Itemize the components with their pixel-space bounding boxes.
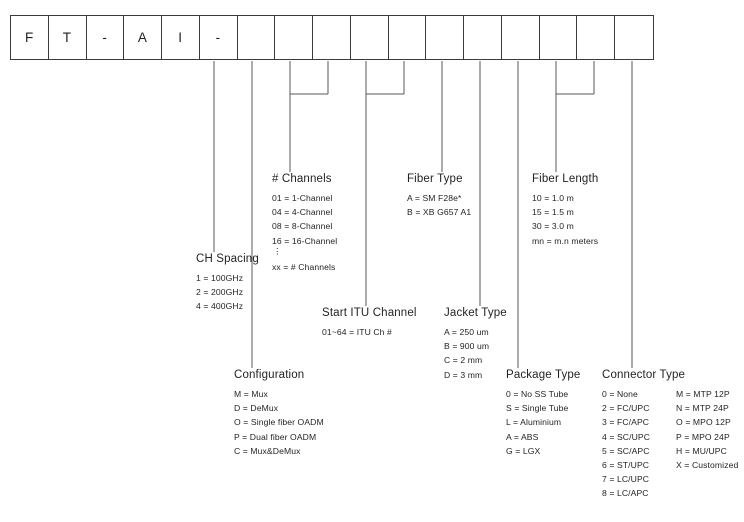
legend-num-channels-item: 16 = 16-Channel: [272, 235, 338, 246]
legend-connector-type-item: 8 = LC/APC: [602, 488, 649, 499]
pn-cell-2[interactable]: T: [49, 16, 87, 59]
legend-connector-type-item: 3 = FC/APC: [602, 417, 650, 428]
legend-jacket-type-item: C = 2 mm: [444, 355, 483, 366]
legend-num-channels-title: # Channels: [272, 173, 332, 185]
pn-cell-10[interactable]: [351, 16, 389, 59]
legend-configuration-title: Configuration: [234, 369, 305, 381]
legend-connector-type-item: 6 = ST/UPC: [602, 460, 650, 471]
legend-jacket-type-title: Jacket Type: [444, 307, 507, 319]
legend-configuration-item: M = Mux: [234, 389, 268, 399]
legend-connector-type-item: H = MU/UPC: [676, 445, 727, 456]
pn-cell-9[interactable]: [313, 16, 351, 59]
legend-num-channels: # Channels 01 = 1-Channel 04 = 4-Channel…: [272, 173, 337, 274]
legend-connector-type-item: 4 = SC/UPC: [602, 431, 651, 442]
legend-configuration: Configuration M = Mux D = DeMux O = Sing…: [234, 369, 324, 458]
pn-cell-5[interactable]: I: [162, 16, 200, 59]
legend-fiber-type-title: Fiber Type: [407, 173, 463, 185]
legend-connector-type: Connector Type 0 = None 2 = FC/UPC 3 = F…: [602, 369, 738, 501]
legend-fiber-length-item: mn = m.n meters: [532, 235, 599, 246]
legend-connector-type-item: 0 = None: [602, 389, 638, 399]
legend-connector-type-column-1: 0 = None 2 = FC/UPC 3 = FC/APC 4 = SC/UP…: [602, 387, 650, 501]
pn-cell-14[interactable]: [502, 16, 540, 59]
legend-fiber-length-item: 15 = 1.5 m: [532, 207, 574, 218]
legend-connector-type-column-2: M = MTP 12P N = MTP 24P O = MPO 12P P = …: [676, 387, 738, 501]
legend-num-channels-ellipsis: ⋮: [273, 245, 282, 256]
pn-cell-11[interactable]: [389, 16, 427, 59]
pn-cell-12[interactable]: [426, 16, 464, 59]
legend-ch-spacing-item: 4 = 400GHz: [196, 301, 244, 312]
pn-cell-6[interactable]: -: [200, 16, 238, 59]
pn-cell-3[interactable]: -: [87, 16, 125, 59]
legend-configuration-item: O = Single fiber OADM: [234, 417, 324, 428]
legend-fiber-length-title: Fiber Length: [532, 173, 599, 185]
pn-cell-17[interactable]: [615, 16, 653, 59]
legend-ch-spacing-item: 2 = 200GHz: [196, 287, 244, 298]
legend-start-itu-channel-title: Start ITU Channel: [322, 307, 417, 319]
legend-ch-spacing-title: CH Spacing: [196, 253, 259, 265]
legend-connector-type-item: P = MPO 24P: [676, 431, 730, 442]
legend-start-itu-channel: Start ITU Channel 01~64 = ITU Ch #: [322, 307, 417, 339]
legend-start-itu-channel-item: 01~64 = ITU Ch #: [322, 327, 392, 337]
pn-cell-8[interactable]: [275, 16, 313, 59]
legend-fiber-length-item: 10 = 1.0 m: [532, 193, 574, 203]
legend-configuration-item: P = Dual fiber OADM: [234, 431, 317, 442]
legend-configuration-item: D = DeMux: [234, 403, 279, 414]
legend-num-channels-item: 08 = 8-Channel: [272, 221, 333, 232]
legend-package-type-item: A = ABS: [506, 431, 539, 442]
legend-jacket-type-item: B = 900 um: [444, 341, 490, 352]
legend-connector-type-item: O = MPO 12P: [676, 417, 731, 428]
legend-connector-type-item: N = MTP 24P: [676, 403, 729, 414]
legend-jacket-type-item: D = 3 mm: [444, 369, 483, 380]
legend-ch-spacing: CH Spacing 1 = 100GHz 2 = 200GHz 4 = 400…: [196, 253, 259, 314]
legend-package-type-item: 0 = No SS Tube: [506, 389, 569, 399]
legend-connector-type-title: Connector Type: [602, 369, 686, 381]
legend-package-type: Package Type 0 = No SS Tube S = Single T…: [506, 369, 580, 458]
legend-num-channels-item: 01 = 1-Channel: [272, 193, 333, 203]
legend-package-type-title: Package Type: [506, 369, 581, 381]
pn-cell-16[interactable]: [577, 16, 615, 59]
legend-fiber-type-item: A = SM F28e*: [407, 193, 462, 203]
legend-fiber-type: Fiber Type A = SM F28e* B = XB G657 A1: [407, 173, 471, 219]
legend-fiber-type-item: B = XB G657 A1: [407, 207, 472, 218]
legend-configuration-item: C = Mux&DeMux: [234, 445, 301, 456]
legend-jacket-type: Jacket Type A = 250 um B = 900 um C = 2 …: [444, 307, 507, 382]
legend-connector-type-item: X = Customized: [676, 460, 739, 471]
legend-package-type-item: G = LGX: [506, 445, 541, 456]
legend-connector-type-item: 5 = SC/APC: [602, 445, 650, 456]
legend-connector-type-item: M = MTP 12P: [676, 389, 730, 399]
legend-ch-spacing-item: 1 = 100GHz: [196, 273, 244, 283]
pn-cell-15[interactable]: [540, 16, 578, 59]
pn-cell-1[interactable]: F: [11, 16, 49, 59]
legend-connector-type-item: 2 = FC/UPC: [602, 403, 650, 414]
pn-cell-4[interactable]: A: [124, 16, 162, 59]
legend-num-channels-item: 04 = 4-Channel: [272, 207, 333, 218]
legend-package-type-item: S = Single Tube: [506, 403, 569, 414]
legend-fiber-length: Fiber Length 10 = 1.0 m 15 = 1.5 m 30 = …: [532, 173, 598, 248]
legend-package-type-item: L = Aluminium: [506, 417, 562, 428]
legend-num-channels-item: xx = # Channels: [272, 261, 336, 272]
pn-cell-7[interactable]: [238, 16, 276, 59]
pn-cell-13[interactable]: [464, 16, 502, 59]
legend-connector-type-item: 7 = LC/UPC: [602, 474, 650, 485]
legend-fiber-length-item: 30 = 3.0 m: [532, 221, 574, 232]
part-number-boxes: F T - A I -: [10, 15, 654, 60]
legend-jacket-type-item: A = 250 um: [444, 327, 489, 337]
